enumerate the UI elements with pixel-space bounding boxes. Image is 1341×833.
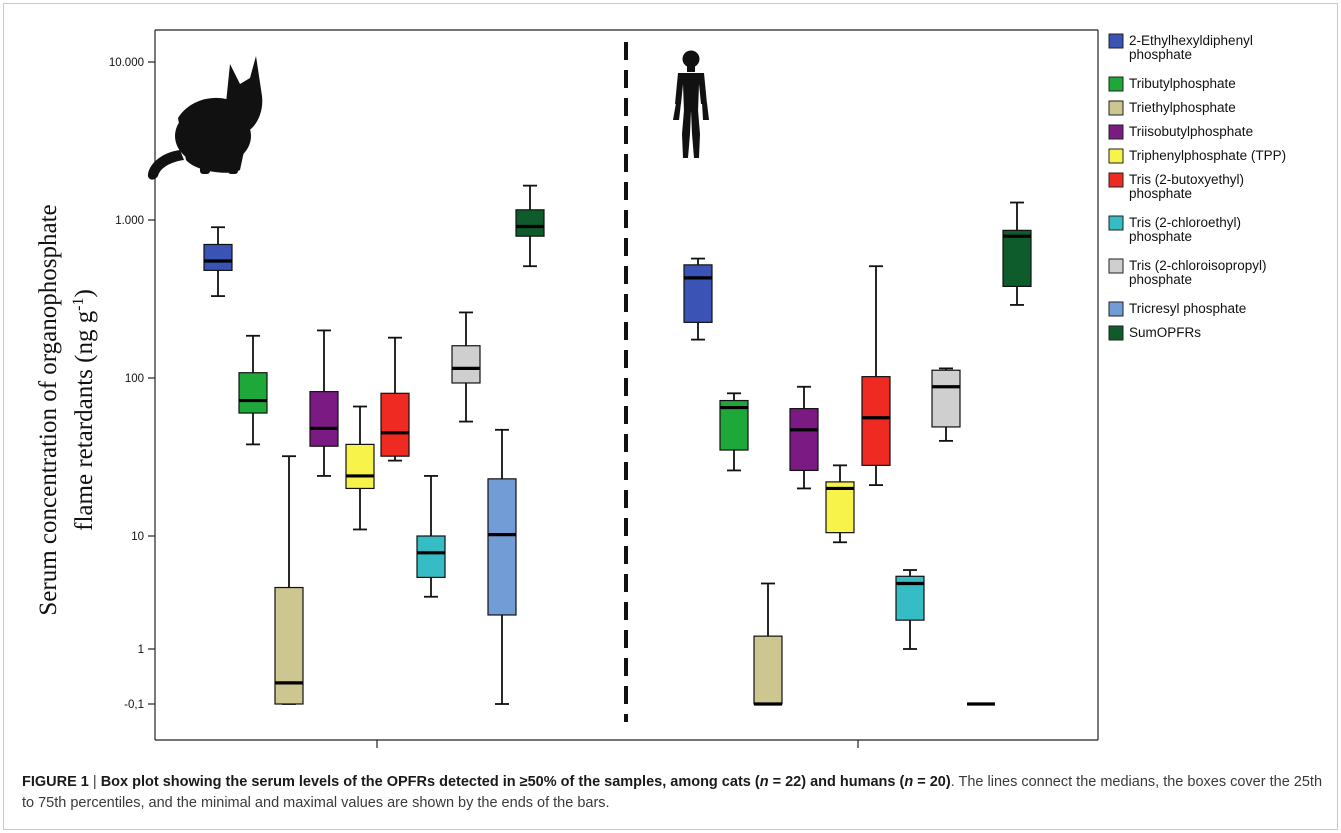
legend-swatch [1108,148,1124,164]
legend-swatch [1108,33,1124,49]
y-axis-title: Serum concentration of organophosphate f… [35,204,98,615]
box-iqr [789,408,819,472]
box-cats-tris-2-chloroethyl-phosphate [416,475,446,598]
figure-caption-n-symbol-2: n [904,774,914,790]
legend-item-tricresyl-phosphate: Tricresyl phosphate [1108,301,1246,317]
legend-swatch [1108,172,1124,188]
box-humans-tris-2-chloroethyl-phosphate [895,569,925,650]
box-cats-triisobutylphosphate [309,329,339,477]
human-silhouette-icon [673,50,709,158]
box-iqr [753,635,783,705]
box-iqr [1002,229,1032,287]
y-tick-label: 1 [138,644,144,656]
legend-label: phosphate [1129,47,1192,62]
legend-label: phosphate [1129,272,1192,287]
legend-label: Tributylphosphate [1129,76,1236,91]
legend-label: phosphate [1129,186,1192,201]
box-cats-sumopfrs [515,184,545,268]
legend-item-tris-2-chloroisopropyl-phosphate: Tris (2-chloroisopropyl)phosphate [1108,258,1267,287]
box-humans-tris-2-chloroisopropyl-phosphate [931,367,961,442]
legend-label: Triphenylphosphate (TPP) [1129,148,1286,163]
box-humans-2-ethylhexyldiphenyl-phosphate [683,257,713,341]
legend-item-triethylphosphate: Triethylphosphate [1108,100,1236,116]
box-humans-triphenylphosphate-tpp [825,464,855,544]
box-humans-tris-2-butoxyethyl-phosphate [861,265,891,486]
box-cats-tributylphosphate [238,334,268,446]
legend-swatch [1108,76,1124,92]
legend-label: Tris (2-butoxyethyl) [1129,172,1244,187]
figure-caption-heading-c: = 20) [913,774,951,790]
legend-item-tris-2-chloroethyl-phosphate: Tris (2-chloroethyl)phosphate [1108,215,1241,244]
legend-item-triphenylphosphate-tpp: Triphenylphosphate (TPP) [1108,148,1286,164]
y-tick-label: 10 [131,531,144,543]
figure-caption-body: . The lines connect the medians, the box… [22,774,1323,811]
y-axis-title-line2: flame retardants (ng g-1) [70,289,98,531]
legend-swatch [1108,124,1124,140]
box-cats-tricresyl-phosphate [487,428,517,705]
box-iqr [451,345,481,384]
boxes-layer [203,184,1032,706]
box-iqr [345,443,375,490]
box-cats-triphenylphosphate-tpp [345,405,375,531]
figure-caption-n-symbol-1: n [759,774,769,790]
legend-item-sumopfrs: SumOPFRs [1108,325,1201,341]
legend-label: Tris (2-chloroethyl) [1129,215,1241,230]
legend-label: phosphate [1129,229,1192,244]
box-cats-tris-2-chloroisopropyl-phosphate [451,311,481,423]
box-humans-triisobutylphosphate [789,385,819,490]
box-plot-chart: Serum concentration of organophosphate f… [35,29,1286,748]
box-iqr [683,264,713,323]
figure-caption-heading-a: Box plot showing the serum levels of the… [100,774,760,790]
legend-label: 2-Ethylhexyldiphenyl [1129,33,1253,48]
y-tick-label: -0,1 [124,699,144,711]
legend-swatch [1108,301,1124,317]
box-iqr [203,243,233,271]
box-iqr [861,376,891,466]
legend-item-tributylphosphate: Tributylphosphate [1108,76,1236,92]
legend-label: Triethylphosphate [1129,100,1236,115]
box-cats-2-ethylhexyldiphenyl-phosphate [203,226,233,297]
box-iqr [380,392,410,457]
box-cats-tris-2-butoxyethyl-phosphate [380,336,410,462]
box-iqr [274,586,304,705]
box-iqr [238,372,268,414]
figure-caption-heading-b: = 22) and humans ( [768,774,905,790]
y-axis-title-line2-main: flame retardants (ng g [71,310,98,531]
box-iqr [515,209,545,237]
legend-label: Tricresyl phosphate [1129,301,1246,316]
box-iqr [825,481,855,534]
y-tick-label: 100 [125,373,144,385]
y-axis-title-line2-end: ) [71,289,98,297]
figure-caption-label: FIGURE 1 [22,774,89,790]
figure-caption: FIGURE 1 | Box plot showing the serum le… [22,772,1322,814]
legend-swatch [1108,215,1124,231]
y-axis: 10.000 1.000 100 10 1 -0,1 [109,57,155,711]
legend-item-triisobutylphosphate: Triisobutylphosphate [1108,124,1253,140]
legend-item-tris-2-butoxyethyl-phosphate: Tris (2-butoxyethyl)phosphate [1108,172,1244,201]
legend-swatch [1108,100,1124,116]
box-iqr [309,391,339,447]
box-humans-tributylphosphate [719,392,749,472]
y-axis-title-unit-exponent: -1 [70,297,87,310]
cat-silhouette-icon [147,56,263,180]
legend-swatch [1108,258,1124,274]
box-cats-triethylphosphate [274,455,304,705]
legend-label: SumOPFRs [1129,325,1201,340]
y-tick-label: 10.000 [109,57,144,69]
legend-label: Tris (2-chloroisopropyl) [1129,258,1267,273]
legend-swatch [1108,325,1124,341]
box-humans-sumopfrs [1002,201,1032,306]
box-iqr [931,369,961,428]
box-iqr [416,535,446,579]
chart-legend: 2-EthylhexyldiphenylphosphateTributylpho… [1108,33,1286,341]
figure-caption-separator: | [88,774,101,790]
y-axis-title-line1: Serum concentration of organophosphate [35,204,62,615]
box-iqr [487,478,517,616]
legend-label: Triisobutylphosphate [1129,124,1253,139]
y-tick-label: 1.000 [115,215,144,227]
box-humans-triethylphosphate [753,582,783,706]
x-axis [376,740,859,748]
